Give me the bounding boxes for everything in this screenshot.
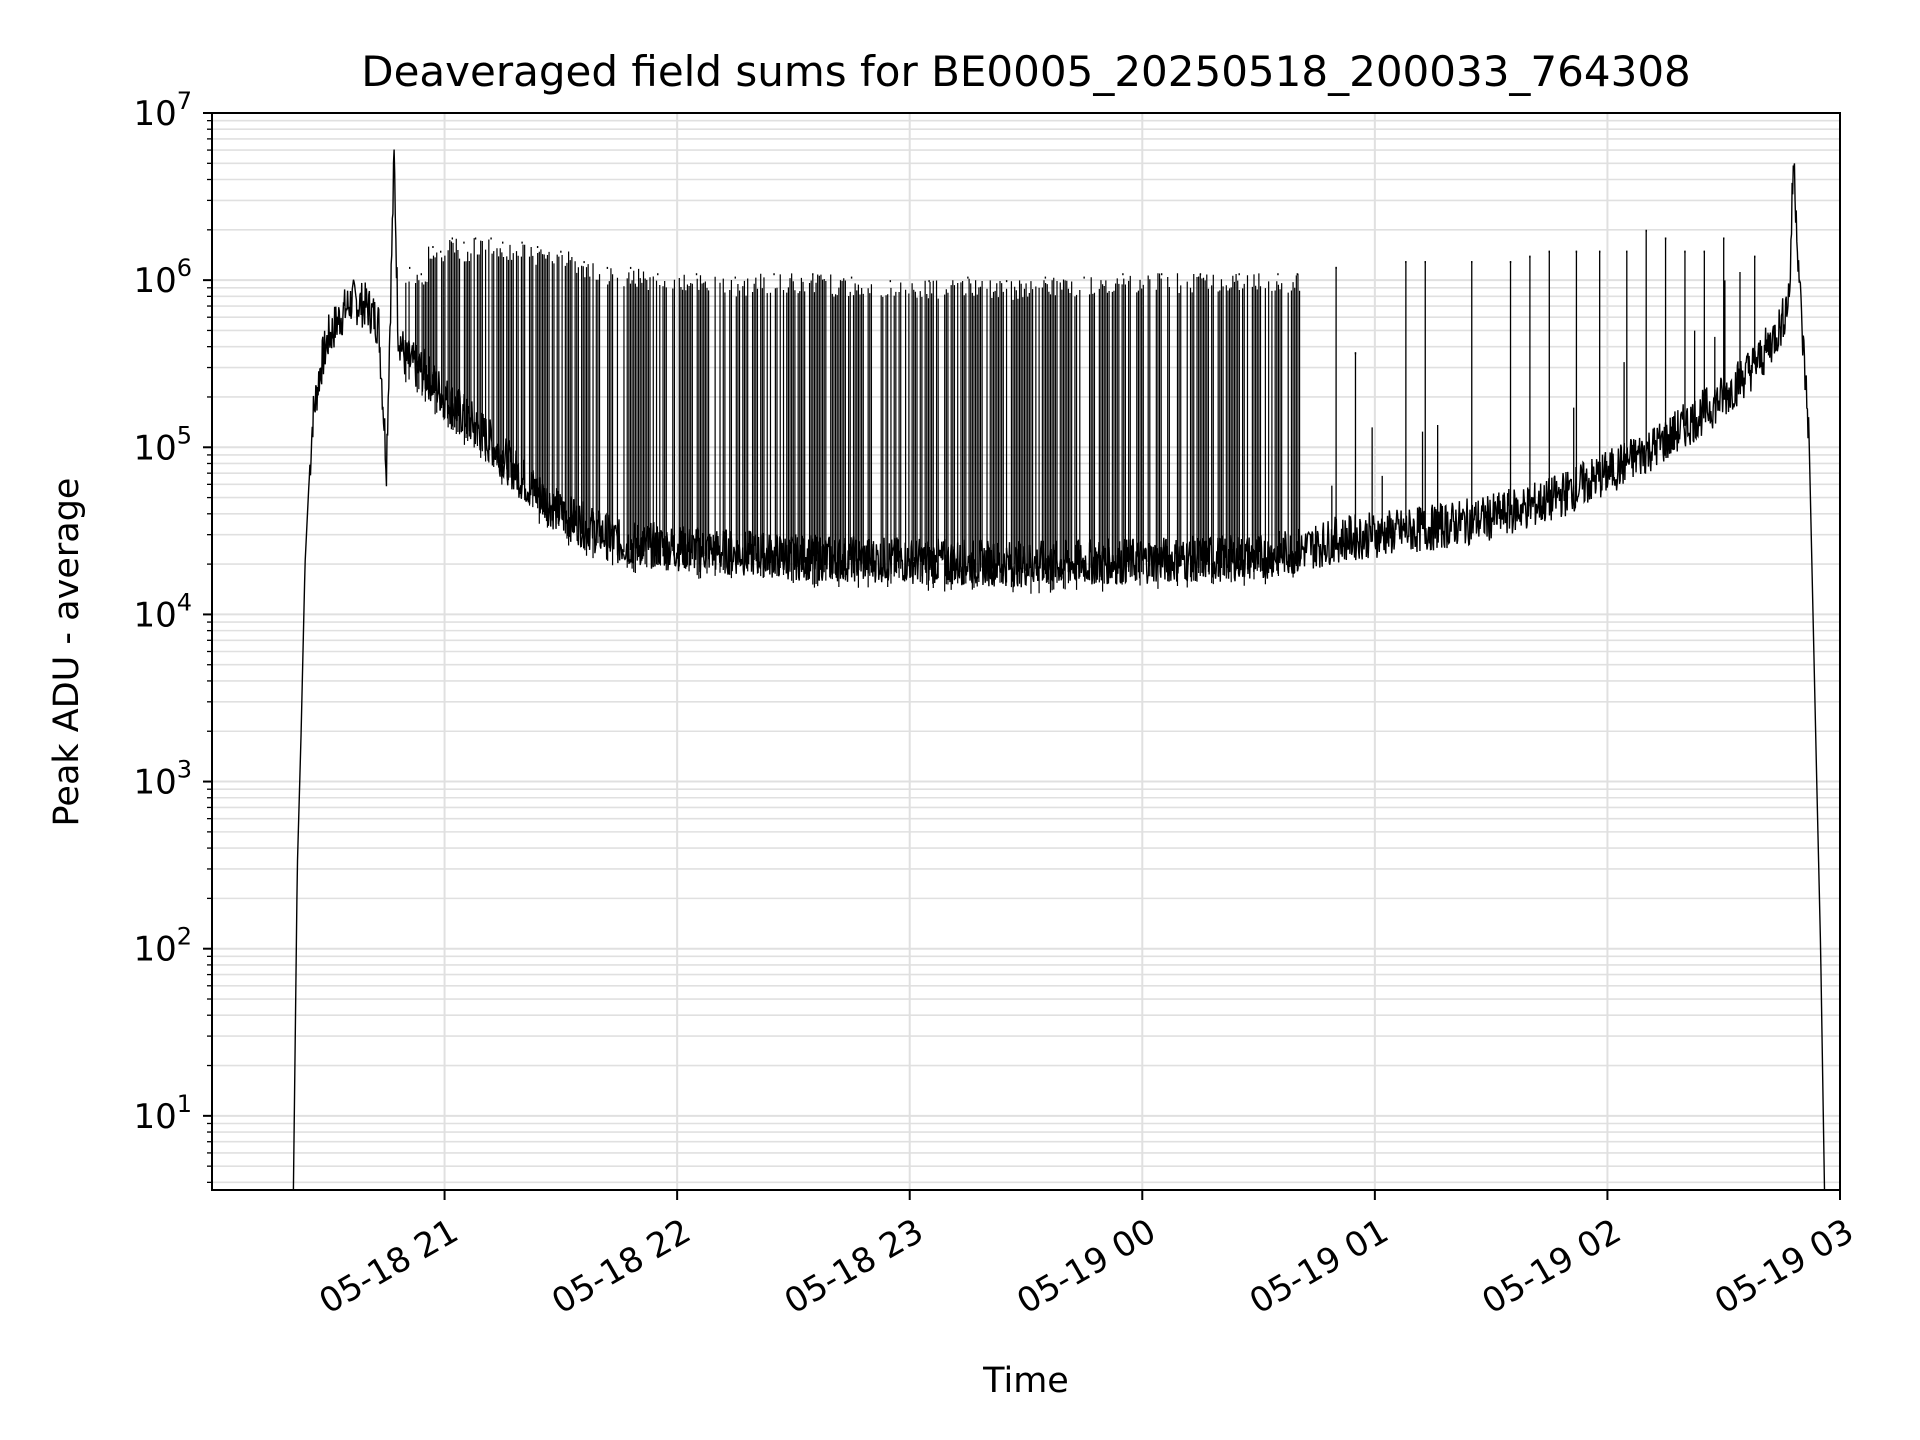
y-tick-exponent: 3 [177,756,192,784]
y-tick-base: 10 [133,930,176,970]
y-tick-label: 106 [133,254,192,301]
y-tick-label: 105 [133,421,192,468]
series-sparse-spikes [1331,229,1756,541]
y-tick-base: 10 [133,428,176,468]
y-tick-label: 101 [133,1090,192,1137]
y-tick-label: 103 [133,756,192,803]
y-tick-label: 104 [133,588,192,635]
data-layer [292,149,1826,1191]
y-tick-exponent: 6 [177,254,192,282]
y-tick-base: 10 [133,94,176,134]
y-tick-exponent: 1 [177,1090,192,1118]
series-line [292,149,1826,1191]
y-tick-label: 107 [133,87,192,134]
y-tick-base: 10 [133,763,176,803]
x-axis-title: Time [982,1361,1069,1401]
y-axis-title: Peak ADU - average [47,478,87,827]
y-tick-base: 10 [133,261,176,301]
series-spikes [405,238,1301,594]
y-tick-exponent: 2 [177,923,192,951]
y-tick-exponent: 5 [177,421,192,449]
y-tick-base: 10 [133,595,176,635]
y-tick-exponent: 4 [177,588,192,616]
y-tick-label: 102 [133,923,192,970]
y-tick-exponent: 7 [177,87,192,115]
chart-title: Deaveraged field sums for BE0005_2025051… [361,47,1691,96]
y-tick-base: 10 [133,1097,176,1137]
